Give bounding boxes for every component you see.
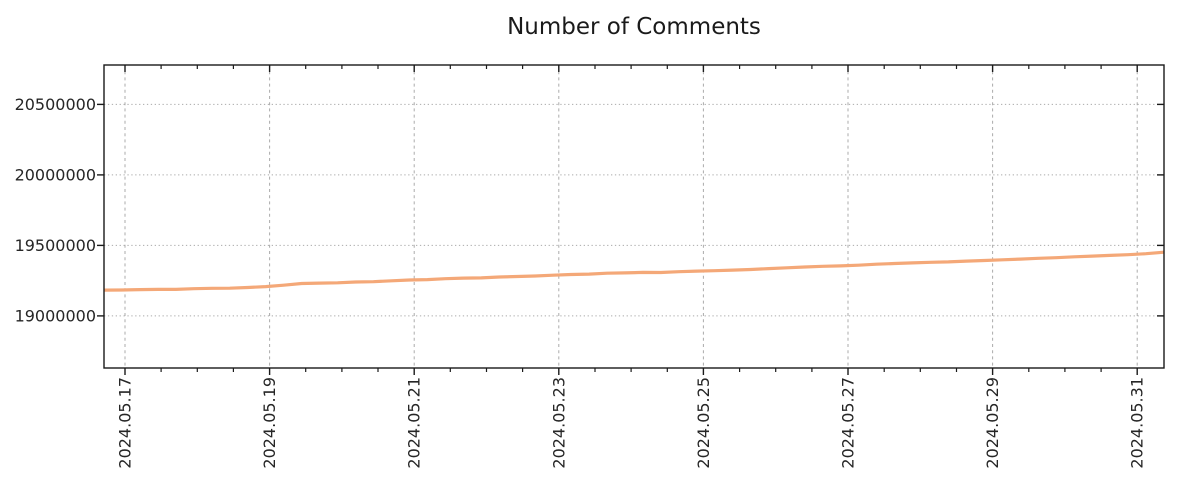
chart-title: Number of Comments <box>507 14 761 40</box>
y-tick-label: 19500000 <box>15 236 96 255</box>
x-tick-labels: 2024.05.17 2024.05.19 2024.05.21 2024.05.23… <box>116 377 1147 469</box>
x-gridlines <box>124 65 1138 368</box>
series-line <box>103 250 1165 292</box>
x-major-ticks <box>124 65 1138 375</box>
y-tick-label: 19000000 <box>15 306 96 325</box>
x-tick-label: 2024.05.29 <box>983 377 1002 469</box>
y-tick-label: 20000000 <box>15 165 96 184</box>
x-minor-ticks <box>160 65 1102 372</box>
x-tick-label: 2024.05.21 <box>405 377 424 469</box>
x-tick-label: 2024.05.17 <box>116 377 135 469</box>
x-tick-label: 2024.05.19 <box>260 377 279 469</box>
x-tick-label: 2024.05.25 <box>694 377 713 469</box>
y-tick-labels: 19000000 19500000 20000000 20500000 <box>15 95 96 325</box>
x-tick-label: 2024.05.23 <box>549 377 568 469</box>
y-ticks <box>97 103 1164 317</box>
x-tick-label: 2024.05.31 <box>1128 377 1147 469</box>
x-tick-label: 2024.05.27 <box>839 377 858 469</box>
y-gridlines <box>104 103 1164 317</box>
y-tick-label: 20500000 <box>15 95 96 114</box>
plot-border <box>103 64 1165 369</box>
